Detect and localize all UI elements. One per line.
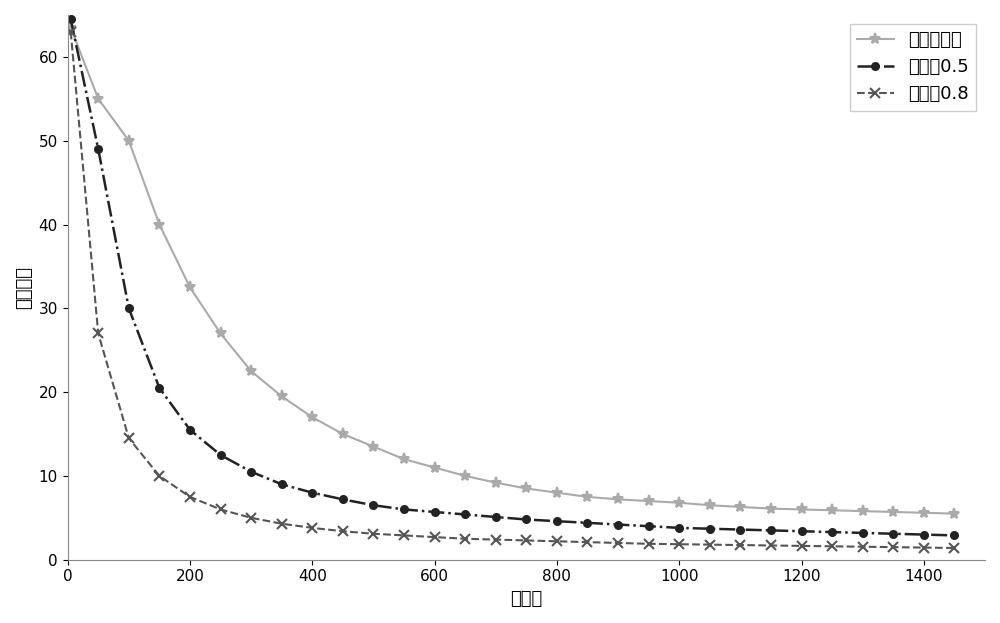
X-axis label: 符号数: 符号数 <box>510 590 542 608</box>
学习率0.8 <box>948 545 960 552</box>
学习率0.5 <box>948 531 960 539</box>
学习率0.8 <box>306 524 318 531</box>
无动量因子 <box>245 368 257 375</box>
无动量因子 <box>306 414 318 421</box>
学习率0.8 <box>153 472 165 480</box>
无动量因子 <box>948 510 960 517</box>
无动量因子 <box>581 493 593 501</box>
无动量因子 <box>459 472 471 480</box>
学习率0.8 <box>673 541 685 548</box>
无动量因子 <box>65 24 77 31</box>
无动量因子 <box>796 506 808 513</box>
学习率0.5 <box>796 528 808 535</box>
无动量因子 <box>704 502 716 509</box>
学习率0.5 <box>643 523 655 530</box>
学习率0.8 <box>643 540 655 548</box>
无动量因子 <box>612 496 624 503</box>
无动量因子 <box>276 392 288 400</box>
学习率0.5 <box>367 502 379 509</box>
无动量因子 <box>92 95 104 103</box>
学习率0.5 <box>65 16 77 23</box>
学习率0.5 <box>857 529 869 536</box>
学习率0.8 <box>887 543 899 551</box>
学习率0.5 <box>734 526 746 533</box>
学习率0.8 <box>490 536 502 543</box>
学习率0.8 <box>429 533 441 541</box>
学习率0.8 <box>734 541 746 549</box>
学习率0.8 <box>857 543 869 551</box>
学习率0.8 <box>459 535 471 543</box>
学习率0.8 <box>184 493 196 501</box>
学习率0.5 <box>398 506 410 513</box>
学习率0.5 <box>704 525 716 533</box>
无动量因子 <box>643 497 655 505</box>
学习率0.8 <box>796 542 808 549</box>
无动量因子 <box>551 489 563 497</box>
学习率0.5 <box>673 524 685 531</box>
学习率0.5 <box>184 426 196 434</box>
学习率0.5 <box>215 451 227 459</box>
无动量因子 <box>765 505 777 512</box>
无动量因子 <box>184 283 196 291</box>
无动量因子 <box>215 330 227 337</box>
学习率0.8 <box>65 28 77 36</box>
学习率0.8 <box>337 528 349 535</box>
学习率0.5 <box>887 530 899 538</box>
学习率0.5 <box>92 145 104 153</box>
学习率0.5 <box>153 384 165 392</box>
学习率0.5 <box>337 496 349 503</box>
学习率0.5 <box>459 511 471 518</box>
无动量因子 <box>398 455 410 463</box>
学习率0.8 <box>367 530 379 538</box>
学习率0.8 <box>245 514 257 521</box>
学习率0.8 <box>612 540 624 547</box>
学习率0.5 <box>245 468 257 475</box>
Line: 无动量因子: 无动量因子 <box>65 22 960 519</box>
学习率0.5 <box>123 305 135 312</box>
Legend: 无动量因子, 学习率0.5, 学习率0.8: 无动量因子, 学习率0.5, 学习率0.8 <box>850 24 976 110</box>
无动量因子 <box>857 507 869 515</box>
无动量因子 <box>490 479 502 487</box>
无动量因子 <box>520 485 532 492</box>
学习率0.5 <box>551 518 563 525</box>
学习率0.8 <box>215 506 227 513</box>
学习率0.8 <box>92 330 104 337</box>
无动量因子 <box>734 503 746 511</box>
学习率0.5 <box>276 480 288 488</box>
学习率0.8 <box>826 543 838 550</box>
学习率0.5 <box>765 526 777 534</box>
无动量因子 <box>429 464 441 471</box>
Y-axis label: 均方误差: 均方误差 <box>15 266 33 309</box>
学习率0.5 <box>918 531 930 538</box>
无动量因子 <box>337 430 349 438</box>
无动量因子 <box>826 506 838 514</box>
学习率0.8 <box>551 538 563 545</box>
学习率0.8 <box>520 536 532 544</box>
学习率0.5 <box>306 489 318 497</box>
学习率0.8 <box>918 544 930 551</box>
无动量因子 <box>153 221 165 228</box>
学习率0.5 <box>520 516 532 523</box>
学习率0.5 <box>429 508 441 516</box>
学习率0.8 <box>276 520 288 528</box>
学习率0.8 <box>704 541 716 548</box>
Line: 学习率0.5: 学习率0.5 <box>67 16 958 539</box>
学习率0.8 <box>765 542 777 549</box>
学习率0.8 <box>581 538 593 546</box>
无动量因子 <box>918 509 930 516</box>
学习率0.5 <box>612 521 624 528</box>
学习率0.5 <box>490 513 502 521</box>
学习率0.8 <box>398 531 410 539</box>
学习率0.8 <box>123 434 135 442</box>
学习率0.5 <box>581 519 593 526</box>
无动量因子 <box>673 499 685 506</box>
Line: 学习率0.8: 学习率0.8 <box>66 27 959 553</box>
无动量因子 <box>367 443 379 450</box>
学习率0.5 <box>826 528 838 536</box>
无动量因子 <box>887 508 899 516</box>
无动量因子 <box>123 137 135 145</box>
